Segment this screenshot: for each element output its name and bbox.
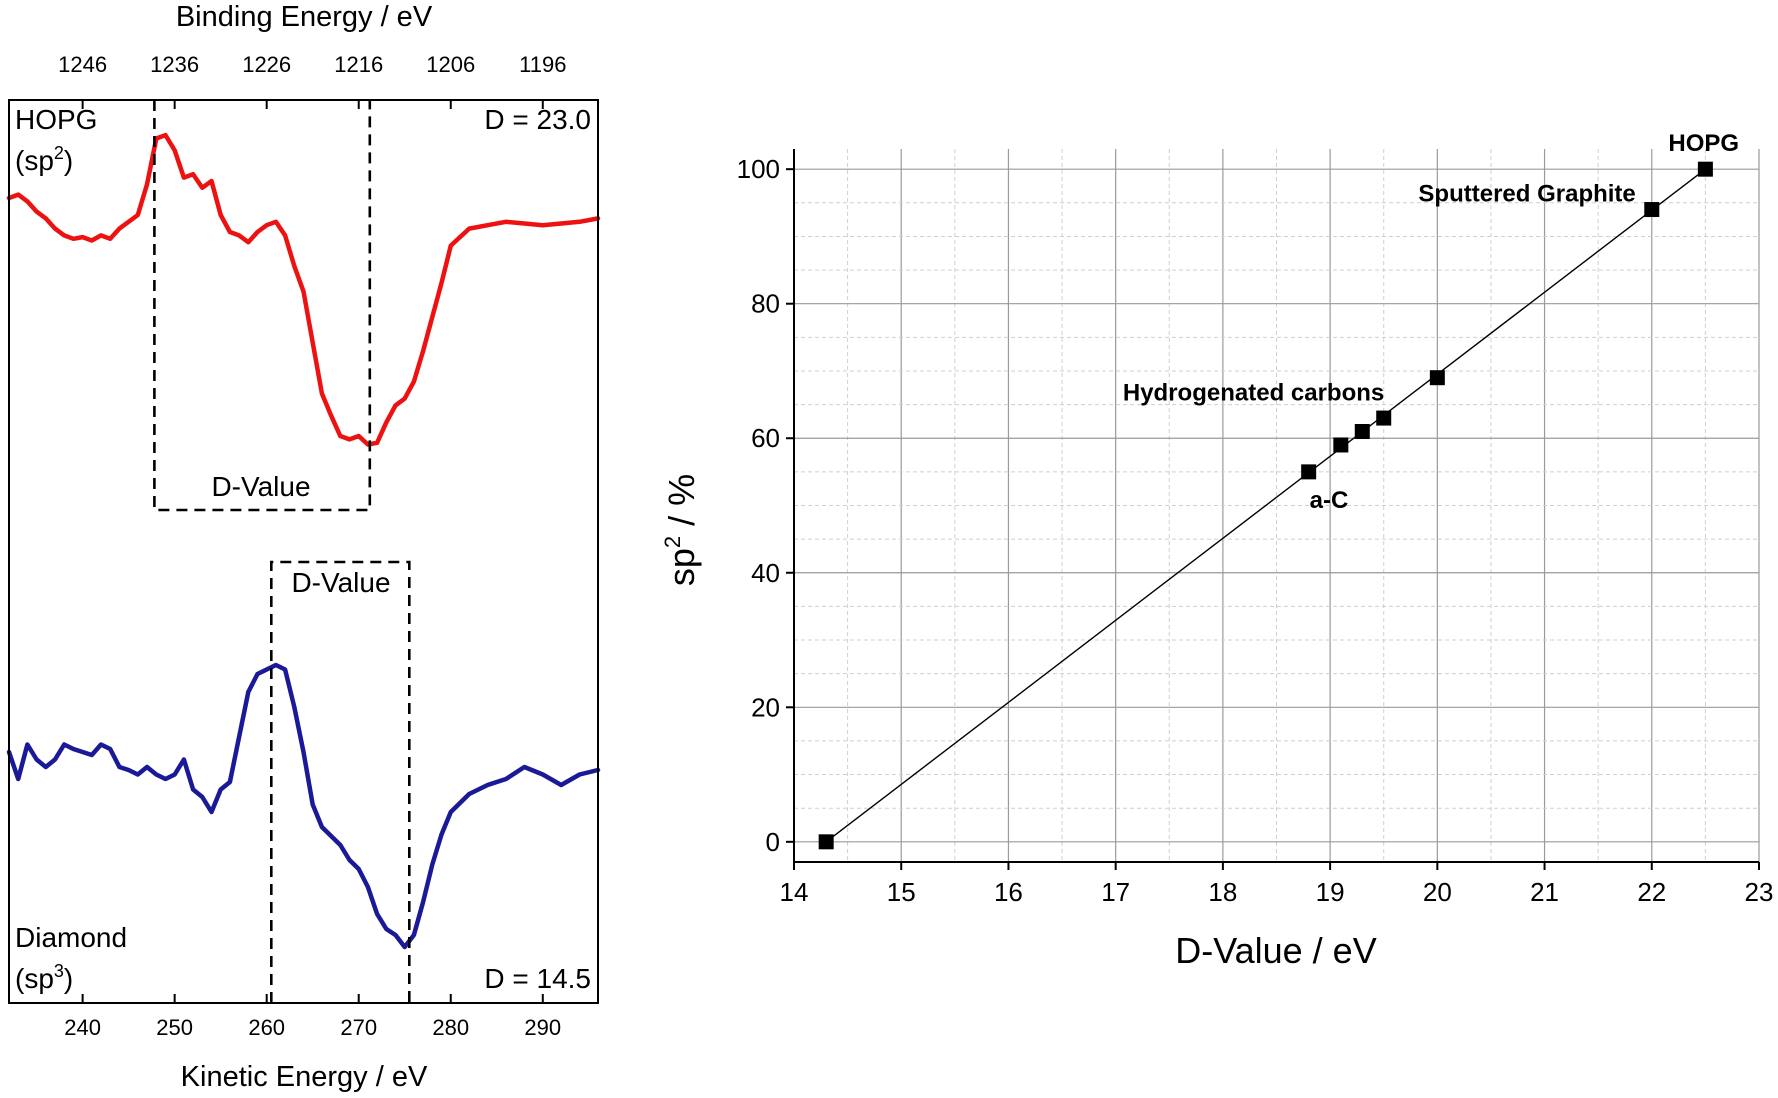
x-tick-label: 23: [1745, 877, 1774, 907]
d-value-markers: [153, 100, 411, 1003]
y-tick-label: 0: [766, 827, 780, 857]
diamond-d-value: D = 14.5: [484, 963, 591, 994]
x-tick-label: 18: [1208, 877, 1237, 907]
x-tick-label: 20: [1423, 877, 1452, 907]
kinetic-energy-tick-label: 280: [432, 1015, 469, 1040]
x-tick-label: 17: [1101, 877, 1130, 907]
hopg-d-value: D = 23.0: [484, 104, 591, 135]
hopg-d-value-label: D-Value: [211, 471, 310, 502]
y-tick-label: 80: [751, 289, 780, 319]
y-tick-label: 60: [751, 423, 780, 453]
x-tick-label: 16: [994, 877, 1023, 907]
x-tick-label: 15: [887, 877, 916, 907]
binding-energy-tick-label: 1206: [426, 52, 475, 77]
x-tick-label: 19: [1316, 877, 1345, 907]
diamond-d-value-label: D-Value: [291, 567, 390, 598]
binding-energy-tick-label: 1246: [58, 52, 107, 77]
binding-energy-axis-title: Binding Energy / eV: [176, 1, 433, 33]
data-points: [818, 161, 1713, 850]
grid: [793, 149, 1760, 862]
binding-energy-ticks: 1246 1236 1226 1216 1206 1196: [58, 52, 566, 109]
linear-fit-line: [825, 168, 1706, 843]
point-label: Sputtered Graphite: [1418, 181, 1635, 208]
data-point-marker: [1429, 370, 1445, 386]
kinetic-energy-tick-label: 270: [340, 1015, 377, 1040]
y-tick-label: 20: [751, 692, 780, 722]
binding-energy-tick-label: 1226: [242, 52, 291, 77]
diamond-hybridization-label: (sp3): [15, 961, 73, 994]
data-point-marker: [1354, 424, 1370, 440]
x-tick-label: 21: [1530, 877, 1559, 907]
data-point-marker: [1376, 410, 1392, 426]
axes: [793, 149, 1759, 863]
hopg-spectrum-line: [6, 132, 601, 447]
y-tick-label: 40: [751, 558, 780, 588]
kinetic-energy-ticks: 240 250 260 270 280 290: [64, 994, 561, 1040]
data-point-marker: [818, 834, 834, 850]
d-value-axis-title: D-Value / eV: [1175, 930, 1376, 971]
binding-energy-tick-label: 1216: [334, 52, 383, 77]
kinetic-energy-tick-label: 240: [64, 1015, 101, 1040]
binding-energy-tick-label: 1196: [519, 52, 566, 77]
hopg-d-value-bracket: [153, 100, 372, 512]
hopg-label: HOPG: [15, 104, 97, 135]
sp2-vs-d-value-panel: 14 15 16 17 18 19 20 21 22 23 0 20 40 60 80 100 HOPG Spu…: [660, 130, 1773, 971]
point-labels: HOPG Sputtered Graphite Hydrogenated carbo…: [1123, 130, 1739, 514]
spectra-curves: [6, 132, 601, 950]
binding-energy-tick-label: 1236: [150, 52, 199, 77]
diamond-label: Diamond: [15, 922, 127, 953]
data-point-marker: [1301, 464, 1317, 480]
sp2-axis-title: sp2 / %: [660, 474, 702, 586]
data-point-marker: [1333, 437, 1349, 453]
kinetic-energy-axis-title: Kinetic Energy / eV: [181, 1061, 428, 1093]
hopg-hybridization-label: (sp2): [15, 143, 73, 176]
aes-spectra-panel: 240 250 260 270 280 290 1246 1236 1226 1216 1206 1…: [6, 1, 601, 1093]
point-label: HOPG: [1668, 130, 1739, 157]
kinetic-energy-tick-label: 290: [524, 1015, 561, 1040]
kinetic-energy-tick-label: 250: [156, 1015, 193, 1040]
point-label: a-C: [1310, 487, 1349, 514]
data-point-marker: [1644, 202, 1660, 218]
kinetic-energy-tick-label: 260: [248, 1015, 285, 1040]
y-tick-label: 100: [737, 154, 780, 184]
diamond-d-value-bracket: [270, 560, 411, 1003]
fit-line: [825, 168, 1706, 843]
x-tick-label: 22: [1637, 877, 1666, 907]
x-tick-label: 14: [780, 877, 809, 907]
tick-labels: 14 15 16 17 18 19 20 21 22 23 0 20 40 60 80 100: [737, 154, 1774, 907]
point-label: Hydrogenated carbons: [1123, 380, 1384, 407]
diamond-spectrum-line: [6, 662, 601, 950]
spectra-plot-frame: [8, 99, 599, 1004]
data-point-marker: [1697, 161, 1713, 177]
